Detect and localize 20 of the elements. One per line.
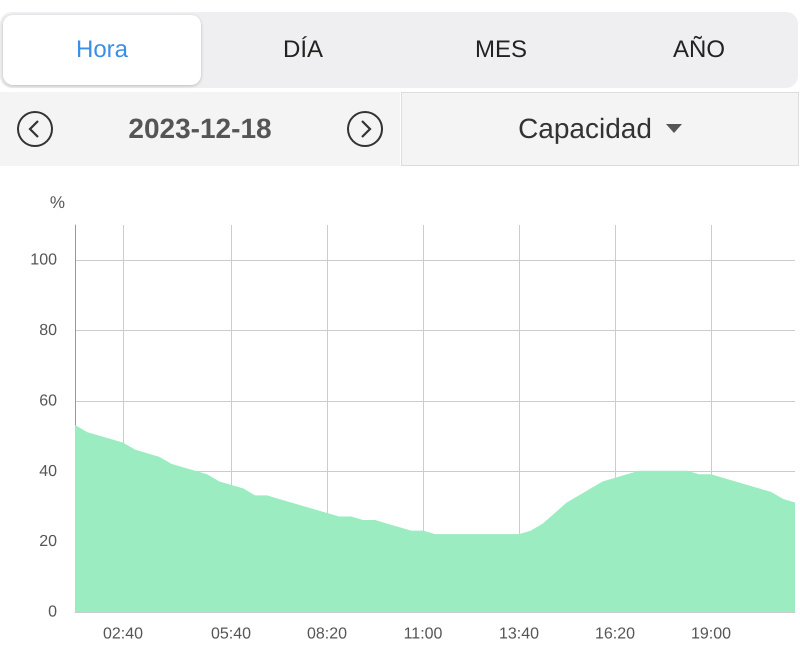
y-tick-label: 60: [39, 392, 58, 410]
y-tick-label: 20: [39, 533, 58, 550]
x-tick-label: 02:40: [102, 626, 144, 642]
text: Capacidad: [518, 113, 652, 145]
x-tick-label: 05:40: [210, 626, 252, 642]
y-axis-title: %: [50, 193, 65, 212]
y-tick-label: 0: [48, 604, 58, 620]
x-tick-label: 11:00: [404, 626, 443, 642]
y-tick-label: 80: [39, 322, 58, 340]
text: MES: [474, 35, 528, 65]
text: Hora: [3, 15, 201, 85]
text: DÍA: [282, 35, 324, 65]
y-tick-label: 40: [39, 462, 58, 480]
y-tick-label: 100: [30, 252, 58, 269]
text: 2023-12-18: [128, 113, 272, 145]
x-tick-label: 19:00: [690, 626, 732, 642]
text: AÑO: [672, 34, 726, 65]
x-tick-label: 16:20: [594, 626, 636, 642]
x-tick-label: 13:40: [498, 626, 540, 642]
x-tick-label: 08:20: [306, 626, 348, 642]
